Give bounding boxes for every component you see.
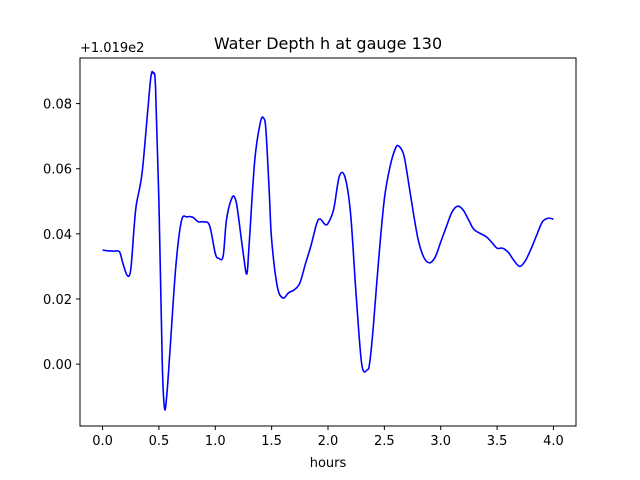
x-axis-ticks: 0.0 0.5 1.0 1.5 2.0 2.5 3.0 3.5 4.0 [92, 426, 564, 449]
x-tick-label: 1.0 [205, 434, 226, 449]
y-tick-label: 0.02 [43, 293, 72, 308]
y-tick-label: 0.06 [43, 163, 72, 178]
x-tick-label: 2.5 [374, 434, 395, 449]
x-tick-label: 3.0 [430, 434, 451, 449]
chart-title: Water Depth h at gauge 130 [214, 34, 442, 53]
y-axis-ticks: 0.00 0.02 0.04 0.06 0.08 [43, 98, 80, 373]
y-axis-offset-label: +1.019e2 [80, 41, 144, 56]
x-tick-label: 1.5 [261, 434, 282, 449]
x-axis-label: hours [310, 456, 347, 471]
y-tick-label: 0.04 [43, 228, 72, 243]
x-tick-label: 2.0 [318, 434, 339, 449]
series-line [102, 70, 554, 411]
x-tick-label: 0.5 [149, 434, 170, 449]
y-tick-label: 0.00 [43, 358, 72, 373]
y-tick-label: 0.08 [43, 98, 72, 113]
x-tick-label: 0.0 [92, 434, 113, 449]
x-tick-label: 3.5 [487, 434, 508, 449]
x-tick-label: 4.0 [543, 434, 564, 449]
series-group [102, 70, 554, 411]
